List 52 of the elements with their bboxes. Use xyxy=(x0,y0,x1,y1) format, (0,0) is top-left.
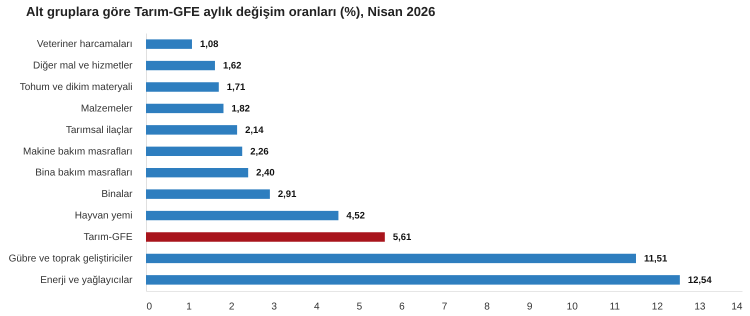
data-label: 1,62 xyxy=(222,60,242,72)
data-label: 11,51 xyxy=(644,253,668,264)
y-tick-label: Hayvan yemi xyxy=(74,210,132,222)
y-tick-label: Enerji ve yağlayıcılar xyxy=(40,274,134,286)
y-tick-label: Tohum ve dikim materyali xyxy=(20,82,132,93)
bar xyxy=(146,104,224,114)
bar xyxy=(146,275,680,285)
bar xyxy=(146,232,385,242)
data-label: 1,08 xyxy=(200,39,218,50)
data-label: 12,54 xyxy=(688,274,712,286)
y-tick-label: Bina bakım masrafları xyxy=(35,168,132,179)
x-tick-label: 2 xyxy=(228,302,235,312)
x-tick-label: 6 xyxy=(399,302,406,312)
x-tick-label: 12 xyxy=(652,302,664,312)
data-label: 1,82 xyxy=(231,103,250,114)
bar xyxy=(146,82,219,92)
x-tick-label: 13 xyxy=(694,302,706,312)
x-tick-label: 8 xyxy=(484,302,490,312)
y-tick-label: Makine bakım masrafları xyxy=(23,146,132,158)
y-tick-label: Binalar xyxy=(101,189,134,200)
bar xyxy=(146,60,215,70)
bar xyxy=(146,210,338,220)
chart-title: Alt gruplara göre Tarım-GFE aylık değişim oranları (%), Nisan 2026 xyxy=(26,4,436,19)
data-label: 2,26 xyxy=(250,146,269,158)
bar xyxy=(146,39,192,49)
data-label: 2,40 xyxy=(256,168,275,179)
data-label: 5,61 xyxy=(392,232,412,243)
y-tick-label: Veteriner harcamaları xyxy=(36,39,132,50)
x-tick-label: 11 xyxy=(610,302,620,312)
bar xyxy=(146,189,270,199)
x-tick-label: 5 xyxy=(356,302,363,312)
y-tick-label: Tarımsal ilaçlar xyxy=(66,124,134,136)
bar xyxy=(146,125,238,135)
bar xyxy=(146,146,242,156)
y-tick-label: Tarım-GFE xyxy=(84,232,133,243)
x-tick-label: 3 xyxy=(271,302,278,312)
x-tick-label: 0 xyxy=(146,302,152,312)
x-tick-label: 10 xyxy=(566,302,578,312)
data-label: 2,14 xyxy=(245,124,264,136)
x-tick-label: 14 xyxy=(731,302,743,312)
bar xyxy=(146,168,248,178)
x-tick-label: 9 xyxy=(526,302,533,312)
y-tick-label: Diğer mal ve hizmetler xyxy=(33,60,134,72)
data-label: 4,52 xyxy=(346,210,365,222)
x-tick-label: 4 xyxy=(314,302,320,312)
bar xyxy=(146,254,636,264)
x-tick-label: 1 xyxy=(186,302,192,312)
data-label: 1,71 xyxy=(226,82,246,93)
y-tick-label: Malzemeler xyxy=(80,103,134,114)
data-label: 2,91 xyxy=(278,189,298,200)
x-tick-label: 7 xyxy=(442,302,448,312)
y-tick-label: Gübre ve toprak geliştiriciler xyxy=(8,253,134,264)
